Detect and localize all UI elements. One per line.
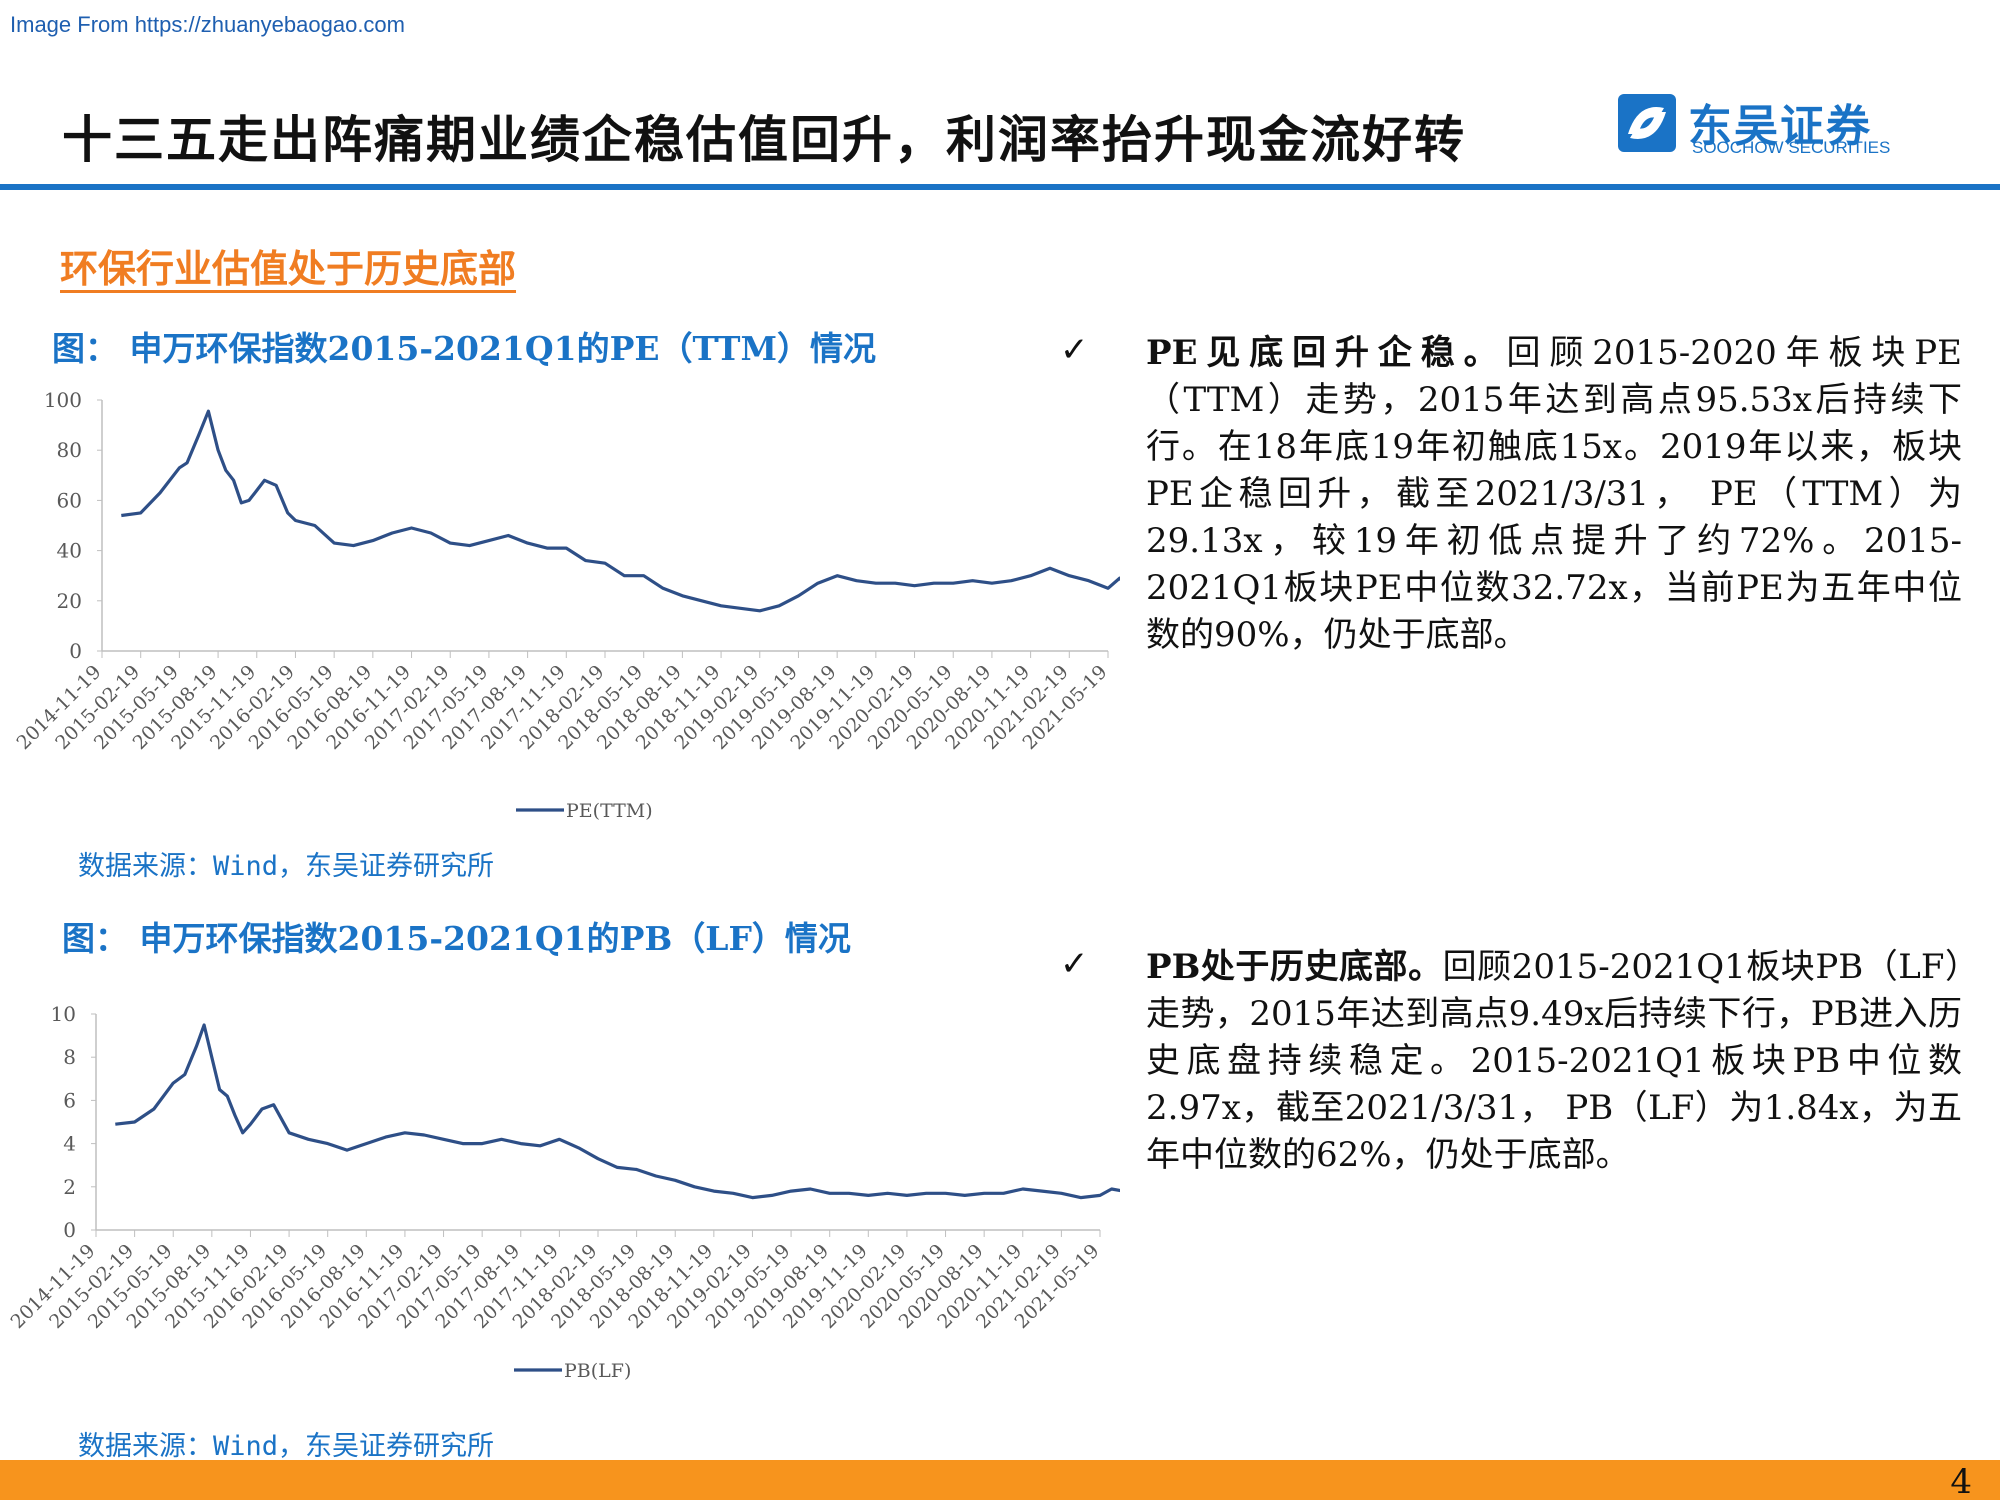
pe-data-source: 数据来源：Wind，东吴证券研究所 [78, 851, 495, 882]
pe-analysis-text: PE见底回升企稳。回顾2015-2020年板块PE（TTM）走势，2015年达到… [1146, 330, 1962, 659]
y-tick-label: 40 [57, 539, 82, 563]
company-logo: 东吴证券 SOOCHOW SECURITIES [1618, 90, 1898, 160]
pb-line-chart: 02468102014-11-192015-02-192015-05-19201… [7, 1002, 1120, 1382]
y-tick-label: 6 [63, 1088, 76, 1112]
pb-data-source: 数据来源：Wind，东吴证券研究所 [78, 1431, 495, 1462]
logo-chinese-name: 东吴证券 [1688, 101, 1872, 152]
watermark-text: Image From https://zhuanyebaogao.com [10, 12, 405, 37]
checkmark-icon: ✓ [1060, 330, 1089, 370]
y-tick-label: 80 [57, 438, 82, 462]
series-line [121, 409, 1120, 613]
checkmark-icon: ✓ [1060, 944, 1089, 984]
y-tick-label: 0 [63, 1218, 76, 1242]
pe-line-chart: 0204060801002014-11-192015-02-192015-05-… [13, 388, 1120, 822]
pb-analysis-text: PB处于历史底部。回顾2015-2021Q1板块PB（LF）走势，2015年达到… [1146, 944, 1962, 1179]
header-divider [0, 184, 2000, 190]
y-tick-label: 4 [63, 1132, 76, 1156]
y-tick-label: 60 [57, 488, 82, 512]
pb-figure-title: 图： 申万环保指数2015-2021Q1的PB（LF）情况 [62, 919, 851, 958]
footer-bar [0, 1460, 2000, 1500]
pb-analysis-lead: PB处于历史底部。 [1146, 947, 1443, 987]
pe-analysis-lead: PE见底回升企稳。 [1146, 333, 1507, 373]
y-tick-label: 10 [51, 1002, 76, 1026]
logo-badge-icon [1618, 94, 1676, 152]
page-number: 4 [1950, 1462, 1972, 1502]
y-tick-label: 2 [63, 1175, 76, 1199]
y-tick-label: 20 [57, 589, 82, 613]
y-tick-label: 0 [69, 639, 82, 663]
pe-figure-title: 图： 申万环保指数2015-2021Q1的PE（TTM）情况 [52, 329, 877, 368]
y-tick-label: 100 [44, 388, 82, 412]
pe-analysis-body: 回顾2015-2020年板块PE（TTM）走势，2015年达到高点95.53x后… [1146, 333, 1962, 655]
series-line [115, 1023, 1120, 1200]
legend-label: PB(LF) [564, 1360, 631, 1382]
page-title: 十三五走出阵痛期业绩企稳估值回升，利润率抬升现金流好转 [62, 110, 1466, 169]
pb-analysis-body: 回顾2015-2021Q1板块PB（LF）走势，2015年达到高点9.49x后持… [1146, 947, 1962, 1175]
y-tick-label: 8 [63, 1045, 76, 1069]
logo-english-name: SOOCHOW SECURITIES [1692, 138, 1891, 157]
section-title: 环保行业估值处于历史底部 [60, 246, 517, 291]
legend-label: PE(TTM) [566, 800, 653, 822]
